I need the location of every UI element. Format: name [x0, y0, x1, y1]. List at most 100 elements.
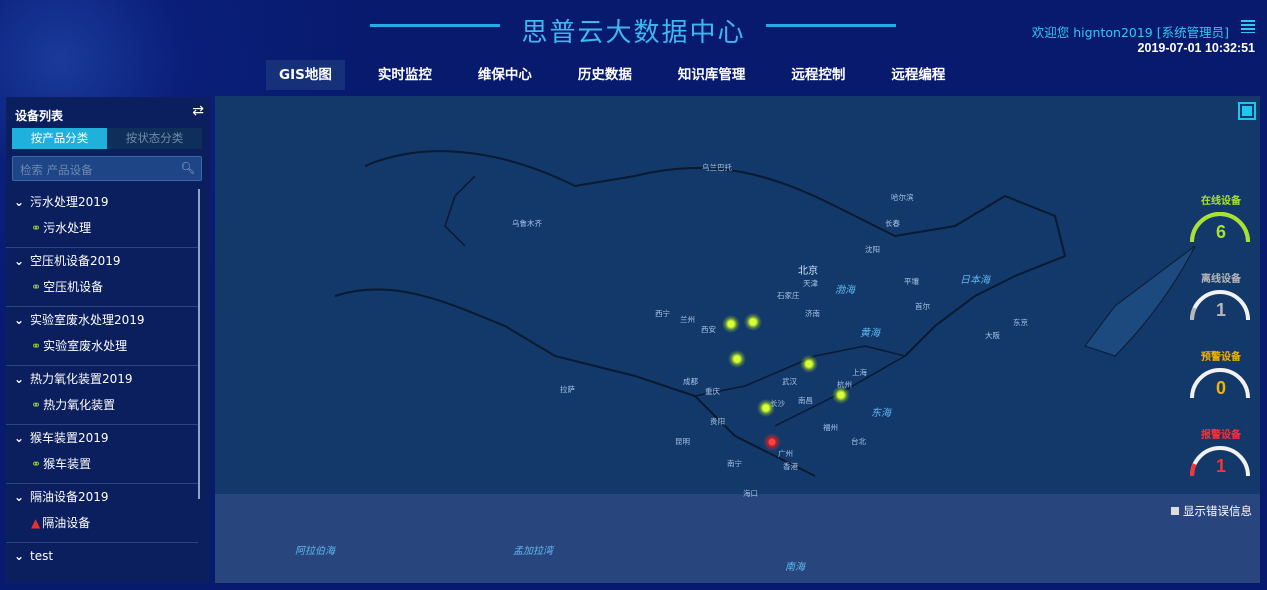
datetime: 2019-07-01 10:32:51: [1137, 41, 1255, 55]
tree-group[interactable]: ⌄ 空压机设备2019: [6, 248, 198, 274]
link-icon: ⚭: [31, 398, 42, 412]
device-search-input[interactable]: 检索 产品设备 🔍︎: [12, 156, 202, 181]
page-title: 思普云大数据中心: [521, 18, 746, 48]
tab-by-product[interactable]: 按产品分类: [12, 128, 107, 149]
map-label: 上海: [852, 368, 867, 377]
map-label: 西安: [701, 325, 716, 334]
device-marker-online[interactable]: [832, 386, 850, 404]
map-label: 平壤: [904, 277, 919, 286]
search-icon[interactable]: 🔍︎: [180, 161, 195, 175]
map-label: 北京: [798, 266, 818, 277]
map-label: 昆明: [675, 437, 690, 446]
tree-device[interactable]: ▲ 隔油设备: [6, 510, 198, 543]
map-label: 东海: [871, 408, 891, 419]
map-label: 武汉: [782, 377, 797, 386]
tree-group[interactable]: ⌄ 实验室废水处理2019: [6, 307, 198, 333]
tree-device[interactable]: ⚭ 实验室废水处理: [6, 333, 198, 366]
tab-by-status[interactable]: 按状态分类: [107, 128, 202, 149]
map-label: 福州: [823, 423, 838, 432]
map-label: 贵阳: [710, 417, 725, 426]
sidebar-scrollbar[interactable]: [198, 189, 200, 499]
group-label: 实验室废水处理2019: [30, 313, 145, 327]
device-marker-online[interactable]: [722, 315, 740, 333]
stat-label: 报警设备: [1201, 430, 1241, 441]
link-icon: ⚭: [31, 339, 42, 353]
map-label: 石家庄: [777, 291, 800, 300]
show-errors-checkbox[interactable]: 显示错误信息: [1171, 503, 1252, 519]
title-decoration-right: [766, 24, 896, 27]
tree-device[interactable]: ⚭ 污水处理: [6, 215, 198, 248]
device-tree: ⌄ 污水处理2019 ⚭ 污水处理 ⌄ 空压机设备2019 ⚭ 空压机设备 ⌄ 实验室废水…: [6, 189, 198, 569]
chevron-down-icon: ⌄: [14, 431, 25, 445]
device-label: 实验室废水处理: [43, 339, 128, 353]
device-marker-online[interactable]: [757, 399, 775, 417]
link-icon: ⚭: [31, 280, 42, 294]
stat-value: 6: [1215, 222, 1226, 242]
menu-icon[interactable]: [1241, 20, 1255, 33]
link-icon: ⚭: [31, 221, 42, 235]
nav-remote-control[interactable]: 远程控制: [791, 67, 846, 83]
map-label: 杭州: [837, 380, 852, 389]
map-label: 阿拉伯海: [295, 546, 335, 557]
group-label: 隔油设备2019: [30, 490, 109, 504]
map-label: 南海: [785, 562, 805, 573]
chevron-down-icon: ⌄: [14, 195, 25, 209]
main-nav: GIS地图 实时监控 维保中心 历史数据 知识库管理 远程控制 远程编程: [266, 60, 978, 90]
nav-knowledge-base[interactable]: 知识库管理: [677, 67, 746, 83]
link-icon: ⚭: [31, 457, 42, 471]
nav-maintenance[interactable]: 维保中心: [477, 67, 532, 83]
chevron-down-icon: ⌄: [14, 490, 25, 504]
swap-icon[interactable]: ⇄: [192, 103, 204, 119]
tree-group[interactable]: ⌄ 污水处理2019: [6, 189, 198, 215]
map-label: 哈尔滨: [891, 193, 914, 202]
gis-map[interactable]: 北京 天津 石家庄 济南 西安 兰州 西宁 成都 重庆 武汉 杭州 上海 南昌 …: [215, 96, 1260, 583]
checkbox-icon[interactable]: [1171, 507, 1179, 515]
tree-device[interactable]: ⚭ 热力氧化装置: [6, 392, 198, 425]
tree-group[interactable]: ⌄ 猴车装置2019: [6, 425, 198, 451]
map-label: 沈阳: [865, 245, 880, 254]
group-label: 污水处理2019: [30, 195, 109, 209]
stat-label: 离线设备: [1201, 274, 1241, 285]
gauge-arc: [1190, 212, 1250, 243]
map-label: 长春: [885, 219, 900, 228]
chevron-down-icon: ⌄: [14, 254, 25, 268]
device-label: 隔油设备: [42, 516, 91, 530]
category-tabs: 按产品分类 按状态分类: [12, 128, 202, 149]
tree-group[interactable]: ⌄ 隔油设备2019: [6, 484, 198, 510]
group-label: 热力氧化装置2019: [30, 372, 133, 386]
map-label: 南宁: [727, 459, 742, 468]
fullscreen-icon[interactable]: [1238, 102, 1256, 120]
nav-remote-programming[interactable]: 远程编程: [891, 67, 946, 83]
device-marker-alarm[interactable]: [763, 433, 781, 451]
title-decoration-left: [370, 24, 500, 27]
device-marker-online[interactable]: [728, 350, 746, 368]
sidebar-title: 设备列表: [15, 109, 64, 123]
device-marker-online[interactable]: [744, 313, 762, 331]
stat-gauge: 报警设备 1: [1176, 426, 1266, 504]
chevron-down-icon: ⌄: [14, 372, 25, 386]
nav-history[interactable]: 历史数据: [577, 67, 632, 83]
nav-gis-map[interactable]: GIS地图: [266, 60, 345, 90]
device-label: 热力氧化装置: [43, 398, 116, 412]
stat-gauge: 在线设备 6: [1176, 192, 1266, 270]
map-label: 乌兰巴托: [702, 163, 732, 172]
map-label: 成都: [683, 377, 698, 386]
map-label: 广州: [778, 449, 793, 458]
nav-realtime-monitor[interactable]: 实时监控: [377, 67, 432, 83]
map-label: 孟加拉湾: [513, 546, 553, 557]
device-label: 污水处理: [43, 221, 92, 235]
map-label: 兰州: [680, 315, 695, 324]
tree-group[interactable]: ⌄ 热力氧化装置2019: [6, 366, 198, 392]
gauge-fill: [1190, 212, 1250, 243]
device-label: 空压机设备: [43, 280, 104, 294]
map-label: 大阪: [985, 331, 1000, 340]
tree-device[interactable]: ⚭ 空压机设备: [6, 274, 198, 307]
map-label: 日本海: [960, 275, 990, 286]
stat-gauge: 预警设备 0: [1176, 348, 1266, 426]
stat-label: 预警设备: [1201, 352, 1241, 363]
map-label: 天津: [803, 279, 818, 288]
tree-group[interactable]: ⌄ test: [6, 543, 198, 569]
map-label: 首尔: [915, 302, 930, 311]
device-marker-online[interactable]: [800, 355, 818, 373]
tree-device[interactable]: ⚭ 猴车装置: [6, 451, 198, 484]
